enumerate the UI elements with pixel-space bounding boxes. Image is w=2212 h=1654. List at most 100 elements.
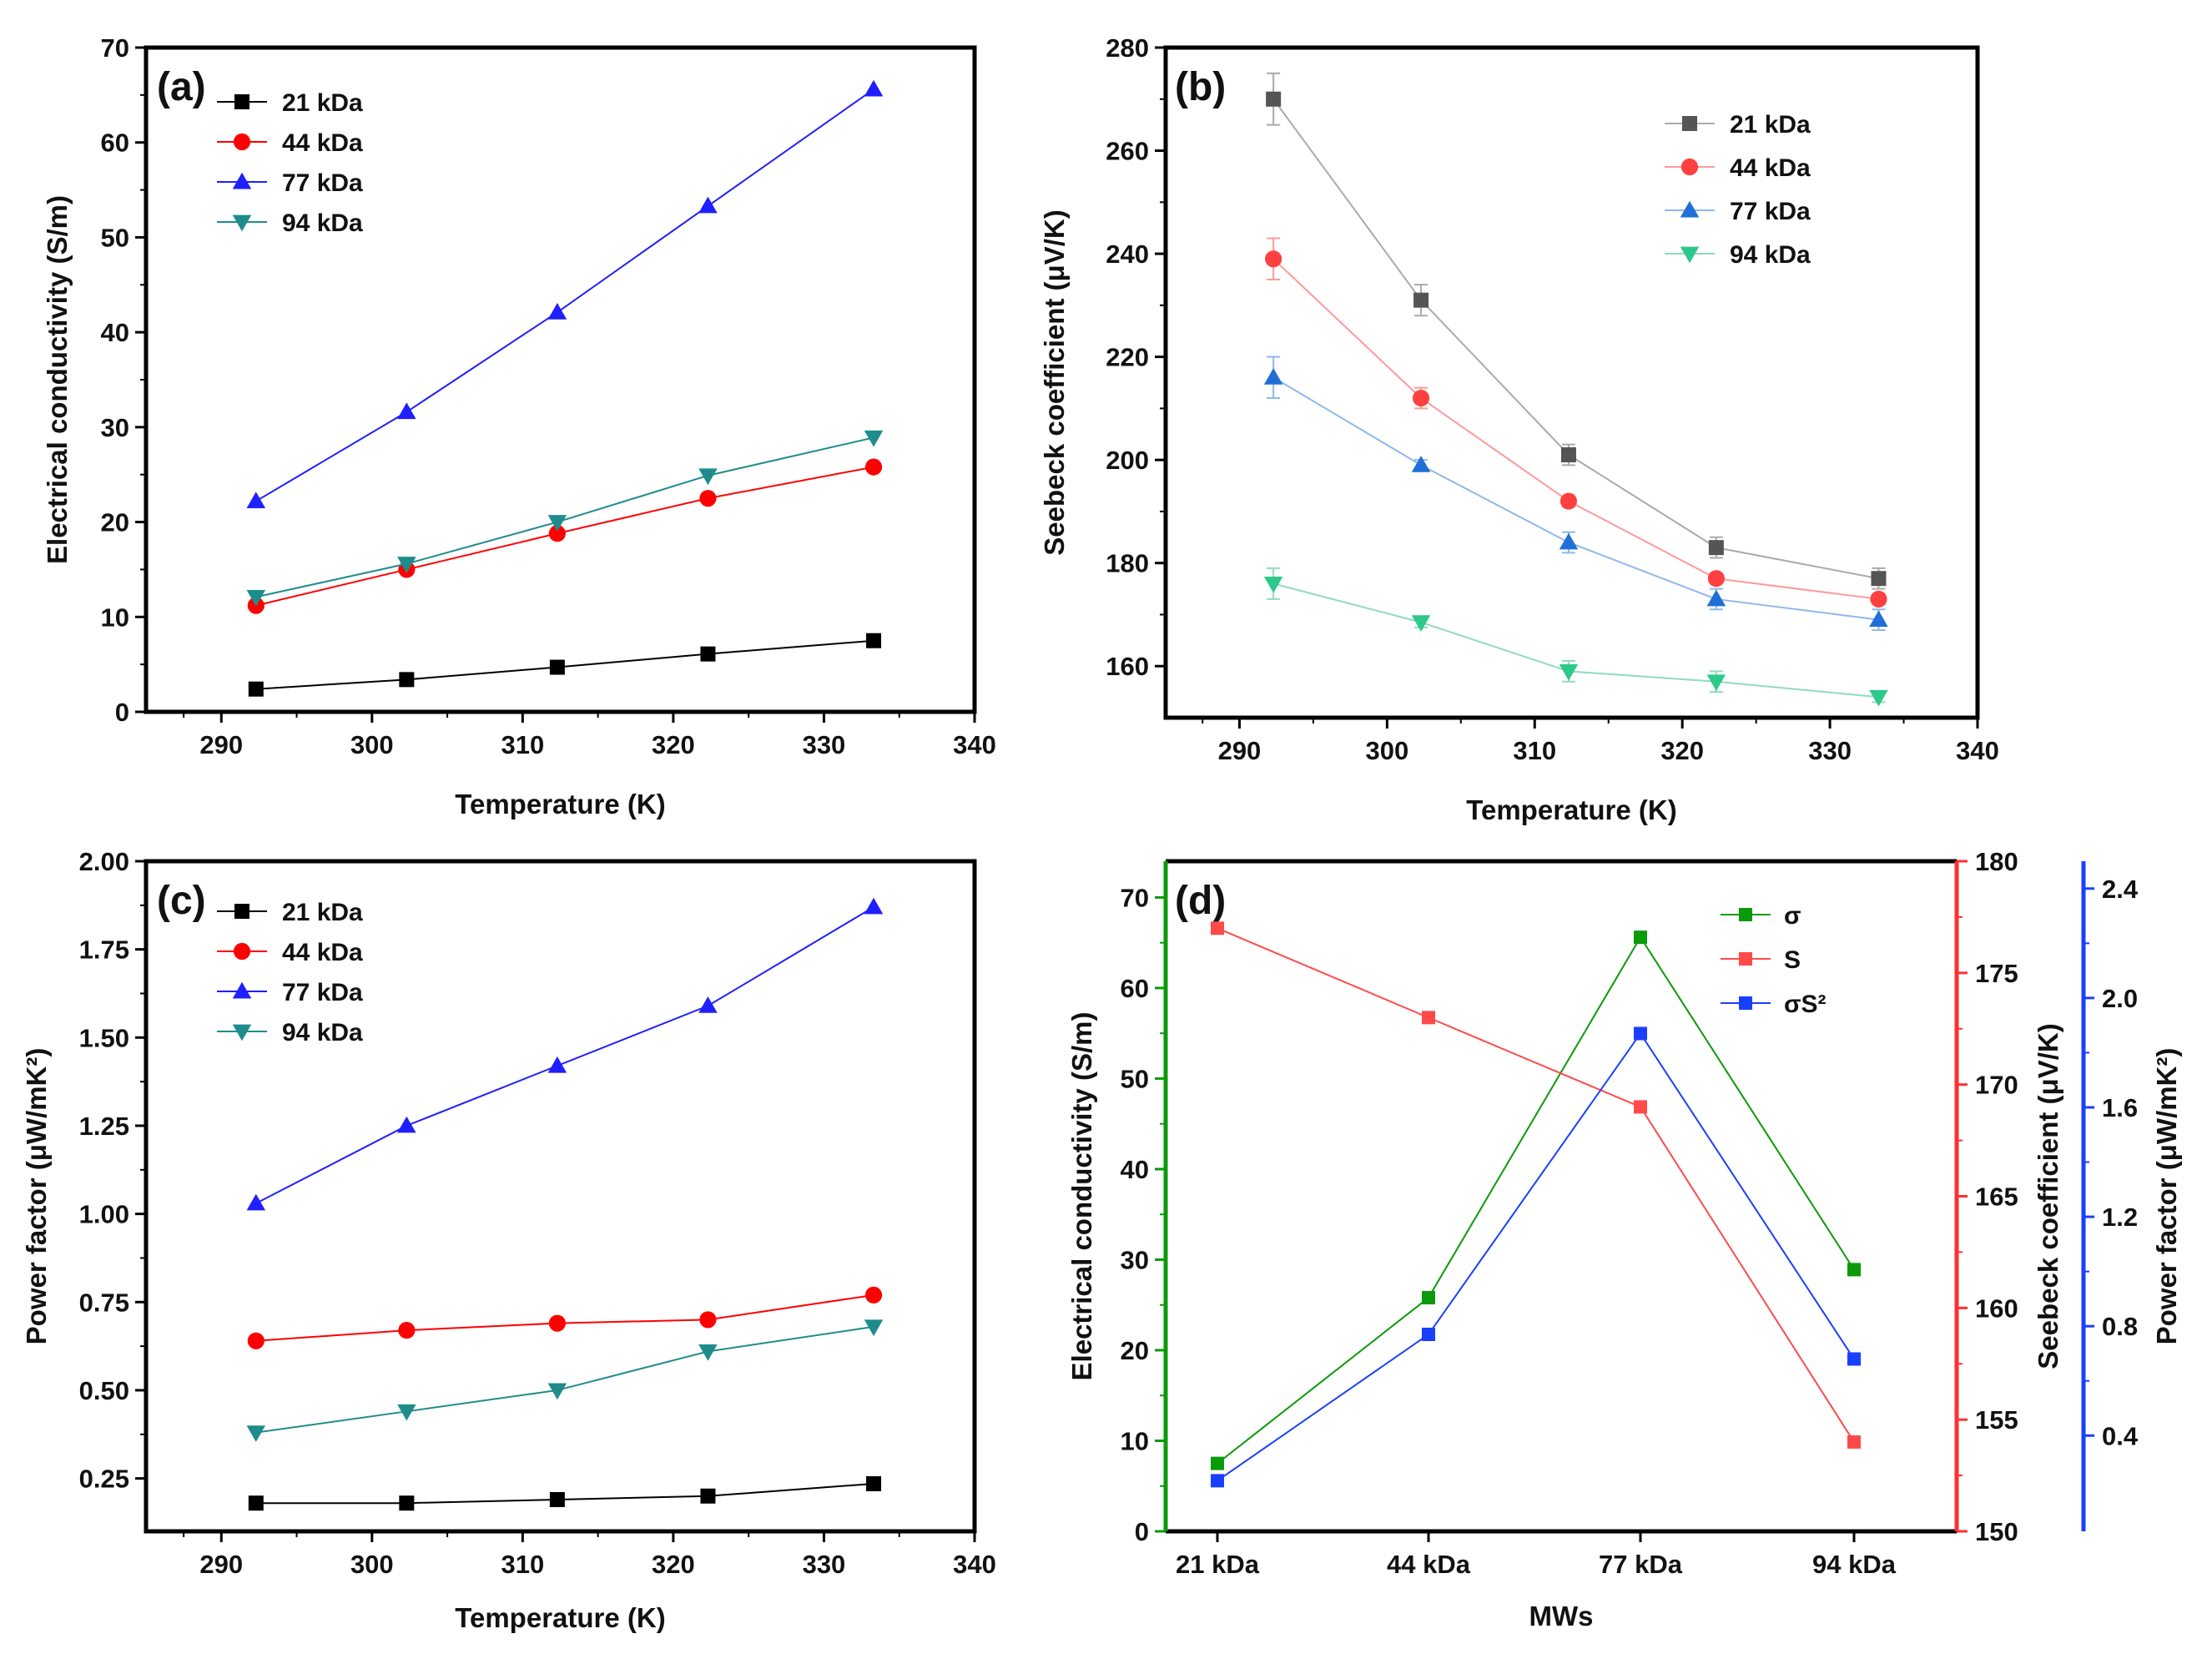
x-tick-label: 310 bbox=[501, 730, 544, 759]
series-line-44-kDa bbox=[255, 1293, 874, 1342]
y-tick-label-right: 175 bbox=[1975, 959, 2018, 988]
data-point bbox=[397, 1404, 416, 1421]
panel-tag: (b) bbox=[1175, 65, 1226, 109]
legend-label: 21 kDa bbox=[1730, 111, 1811, 139]
panel-tag: (c) bbox=[157, 879, 206, 923]
data-point bbox=[1707, 570, 1725, 587]
y-tick-label-right: 170 bbox=[1975, 1071, 2018, 1100]
data-point bbox=[547, 303, 567, 320]
legend-label: σS² bbox=[1784, 991, 1827, 1018]
data-point bbox=[1211, 921, 1224, 935]
data-point bbox=[548, 1314, 566, 1332]
legend-marker bbox=[233, 133, 251, 151]
panel-tag: (a) bbox=[157, 65, 206, 109]
x-tick-label: 330 bbox=[1808, 736, 1852, 765]
y-tick-label: 240 bbox=[1106, 240, 1149, 269]
data-point bbox=[246, 1193, 266, 1211]
legend-label: 77 kDa bbox=[1730, 198, 1811, 225]
data-point bbox=[1706, 589, 1726, 607]
data-point bbox=[866, 1475, 882, 1491]
y-tick-label-left: 60 bbox=[1121, 974, 1149, 1003]
data-point bbox=[1869, 610, 1888, 628]
legend-marker bbox=[234, 904, 249, 919]
data-point bbox=[1266, 91, 1282, 107]
y-tick-label: 0 bbox=[115, 698, 129, 727]
data-point bbox=[246, 492, 266, 508]
y-tick-label: 220 bbox=[1106, 343, 1149, 372]
legend-marker bbox=[233, 942, 251, 961]
x-tick-label: 340 bbox=[1956, 736, 1999, 765]
data-point bbox=[246, 1425, 266, 1442]
y-tick-label: 50 bbox=[101, 223, 129, 252]
data-point bbox=[397, 557, 416, 573]
data-point bbox=[1559, 532, 1579, 550]
legend-label: 44 kDa bbox=[282, 939, 363, 966]
data-point bbox=[1411, 615, 1431, 632]
data-point bbox=[1411, 456, 1431, 472]
series-line-21-kDa bbox=[255, 1482, 874, 1505]
legend-marker bbox=[232, 981, 252, 999]
y-tick-label-right-outer: 0.4 bbox=[2102, 1421, 2139, 1450]
legend-marker bbox=[1739, 996, 1752, 1010]
y-tick-label-left: 40 bbox=[1121, 1155, 1149, 1184]
series-line-94-kDa bbox=[1272, 582, 1879, 698]
y-tick-label-right-outer: 1.2 bbox=[2102, 1203, 2138, 1232]
data-point bbox=[699, 1311, 717, 1329]
y-tick-label-right-outer: 1.6 bbox=[2102, 1093, 2138, 1122]
data-point bbox=[1413, 292, 1429, 308]
x-axis-title: Temperature (K) bbox=[455, 789, 665, 819]
legend-marker bbox=[1739, 908, 1752, 921]
y-axis-title-right-outer: Power factor (μW/mK²) bbox=[2151, 1048, 2182, 1345]
y-tick-label-left: 30 bbox=[1121, 1245, 1149, 1274]
data-point bbox=[864, 458, 883, 476]
y-tick-label: 1.75 bbox=[79, 935, 129, 965]
series-line-1 bbox=[1217, 927, 1855, 1443]
data-point bbox=[547, 1383, 567, 1400]
legend-label: 94 kDa bbox=[282, 209, 363, 237]
x-tick-label: 290 bbox=[199, 730, 243, 759]
y-tick-label: 260 bbox=[1106, 137, 1149, 166]
legend-marker bbox=[232, 172, 252, 189]
data-point bbox=[700, 1488, 716, 1504]
data-point bbox=[549, 659, 565, 675]
data-point bbox=[1869, 689, 1888, 707]
data-point bbox=[398, 1322, 416, 1339]
x-tick-label: 290 bbox=[199, 1550, 243, 1579]
legend-label: S bbox=[1784, 946, 1801, 974]
legend-label: 44 kDa bbox=[282, 129, 363, 157]
y-axis-title: Seebeck coefficient (μV/K) bbox=[1039, 209, 1070, 555]
y-tick-label: 1.50 bbox=[79, 1023, 129, 1052]
data-point bbox=[864, 1286, 883, 1304]
x-tick-label: 320 bbox=[652, 730, 695, 759]
legend-label: σ bbox=[1784, 902, 1801, 930]
y-tick-label-right: 165 bbox=[1975, 1183, 2018, 1212]
data-point bbox=[1422, 1291, 1435, 1305]
x-axis-title: Temperature (K) bbox=[1466, 794, 1676, 825]
x-tick-label: 340 bbox=[953, 1550, 996, 1579]
y-tick-label: 200 bbox=[1106, 446, 1149, 475]
y-tick-label: 180 bbox=[1106, 549, 1149, 578]
x-tick-label: 94 kDa bbox=[1812, 1550, 1897, 1579]
data-point bbox=[700, 646, 716, 662]
data-point bbox=[1634, 1100, 1647, 1114]
data-point bbox=[864, 1319, 884, 1337]
y-tick-label-right: 150 bbox=[1975, 1517, 2018, 1546]
x-tick-label: 320 bbox=[1660, 736, 1704, 765]
y-tick-label-right-outer: 2.0 bbox=[2102, 984, 2138, 1013]
legend-label: 94 kDa bbox=[1730, 241, 1811, 269]
data-point bbox=[699, 490, 717, 507]
data-point bbox=[246, 589, 266, 607]
data-point bbox=[698, 196, 718, 214]
legend-label: 44 kDa bbox=[1730, 154, 1811, 182]
y-tick-label: 20 bbox=[101, 508, 129, 537]
y-tick-label: 280 bbox=[1106, 33, 1149, 63]
data-point bbox=[548, 525, 566, 542]
series-line-21-kDa bbox=[255, 639, 874, 690]
data-point bbox=[549, 1491, 565, 1507]
data-point bbox=[1412, 389, 1430, 407]
data-point bbox=[1708, 540, 1724, 556]
data-point bbox=[1706, 674, 1726, 692]
y-tick-label-right: 180 bbox=[1975, 847, 2018, 876]
y-axis-title-left: Electrical conductivity (S/m) bbox=[1066, 1012, 1097, 1381]
